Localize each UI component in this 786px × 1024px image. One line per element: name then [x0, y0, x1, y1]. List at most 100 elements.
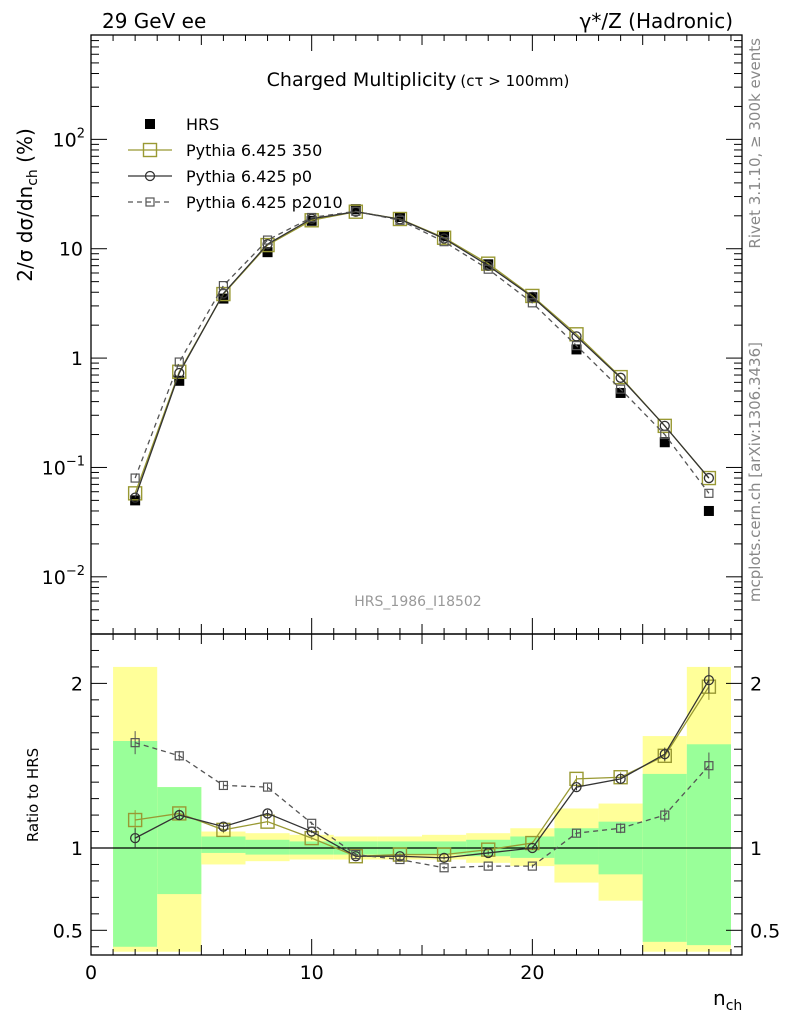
main-point-1-13 — [701, 470, 717, 486]
main-series-line-3 — [134, 210, 710, 494]
mcplots-label: mcplots.cern.ch [arXiv:1306.3436] — [746, 342, 764, 602]
ratio-ytick-label-left-2: 2 — [71, 673, 83, 695]
main-point-1-11 — [613, 369, 628, 385]
xtick-label-20: 20 — [520, 962, 544, 984]
main-series-2 — [129, 206, 715, 503]
main-ytick-label-0: 10−2 — [42, 564, 85, 589]
xtick-label-10: 10 — [300, 962, 324, 984]
ratio-bands — [113, 666, 731, 952]
xlabel: nch — [713, 986, 742, 1014]
main-series-3 — [130, 206, 714, 498]
main-point-3-0 — [130, 473, 140, 483]
ratio-point-0-8 — [481, 842, 496, 857]
ratio-point-2-2 — [218, 780, 229, 791]
main-ytick-label-2: 1 — [71, 348, 83, 370]
main-point-1-2 — [216, 286, 231, 302]
legend-label-0: HRS — [186, 115, 219, 134]
chart-marks — [91, 204, 742, 873]
main-point-2-9 — [527, 291, 538, 303]
ratio-ylabel: Ratio to HRS — [24, 748, 42, 842]
axes-frames: 0 10 20 10−2 10−1 1 10 102 0.5 0.5 1 1 2 2 — [42, 34, 780, 984]
ratio-series-2 — [130, 731, 714, 873]
legend-marker-0 — [145, 119, 155, 129]
main-point-1-7 — [436, 230, 452, 245]
main-point-3-2 — [218, 281, 229, 291]
ratio-point-1-13 — [703, 674, 715, 686]
main-point-0-5 — [350, 204, 361, 215]
main-point-3-1 — [174, 357, 184, 367]
main-point-3-11 — [616, 384, 626, 394]
svg-text:nch: nch — [713, 986, 742, 1014]
ratio-point-1-1 — [174, 809, 185, 821]
rivet-label: Rivet 3.1.10, ≥ 300k events — [746, 38, 764, 249]
main-series-1 — [127, 204, 717, 501]
main-series-0 — [130, 204, 714, 516]
ratio-point-2-13 — [704, 761, 714, 771]
ratio-ytick-label-right-1: 1 — [750, 838, 762, 860]
ratio-point-1-7 — [438, 852, 450, 864]
main-point-1-12 — [657, 418, 672, 434]
ratio-frame — [90, 633, 743, 956]
legend-label-3: Pythia 6.425 p2010 — [186, 193, 343, 212]
band-green-2 — [201, 836, 246, 853]
ratio-point-1-8 — [483, 847, 494, 859]
ratio-point-2-10 — [571, 828, 582, 838]
legend-label-2: Pythia 6.425 p0 — [186, 167, 312, 186]
ratio-series-line-0 — [135, 686, 710, 857]
legend: HRS Pythia 6.425 350 Pythia 6.425 p0 Pythia… — [128, 115, 343, 212]
main-point-3-3 — [262, 235, 273, 245]
ratio-point-2-7 — [439, 863, 449, 873]
main-point-3-4 — [307, 212, 317, 223]
main-ylabel: 2/σ dσ/dnch (%) — [13, 128, 41, 282]
ratio-point-2-5 — [351, 849, 361, 860]
main-point-0-1 — [174, 375, 185, 386]
main-point-3-9 — [527, 298, 537, 308]
ratio-point-2-9 — [527, 861, 537, 871]
main-series-line-1 — [134, 211, 710, 494]
legend-label-1: Pythia 6.425 350 — [186, 141, 322, 160]
main-point-2-11 — [615, 372, 626, 383]
main-point-3-8 — [483, 264, 493, 274]
main-point-3-12 — [660, 429, 670, 440]
main-point-2-10 — [571, 331, 582, 342]
ratio-series-line-2 — [134, 742, 710, 869]
header-left: 29 GeV ee — [102, 9, 206, 33]
legend-marker-2 — [144, 170, 156, 182]
ratio-point-2-3 — [262, 782, 273, 792]
main-point-0-6 — [394, 212, 405, 223]
ratio-point-2-1 — [174, 751, 184, 761]
analysis-watermark: HRS_1986_I18502 — [354, 594, 481, 610]
main-point-1-0 — [127, 486, 143, 501]
main-point-2-13 — [703, 472, 715, 484]
band-green-3 — [245, 839, 290, 855]
main-point-3-6 — [395, 215, 405, 225]
ratio-ytick-label-left-1: 1 — [71, 838, 83, 860]
ratio-ytick-label-left-0: 0.5 — [53, 920, 83, 942]
ratio-point-1-10 — [571, 781, 582, 793]
main-point-0-12 — [659, 437, 670, 448]
main-point-3-7 — [439, 237, 449, 247]
ratio-point-1-11 — [615, 773, 626, 785]
main-series-line-2 — [134, 211, 710, 498]
ratio-point-2-8 — [483, 861, 493, 871]
ratio-point-1-0 — [129, 832, 141, 844]
main-ytick-label-3: 10 — [59, 239, 83, 261]
ratio-point-1-3 — [262, 808, 273, 819]
ratio-point-1-9 — [527, 842, 538, 854]
legend-marker-3 — [145, 197, 155, 207]
main-point-2-2 — [218, 288, 229, 299]
chart-title: Charged Multiplicity (cτ > 100mm) — [267, 69, 570, 91]
main-point-2-0 — [129, 492, 141, 503]
main-point-3-13 — [704, 488, 714, 498]
main-ytick-label-4: 102 — [53, 126, 85, 151]
ratio-point-2-12 — [660, 810, 670, 820]
band-green-12 — [642, 773, 687, 942]
ratio-ytick-label-right-0: 0.5 — [750, 920, 780, 942]
xtick-label-0: 0 — [85, 962, 97, 984]
ratio-point-1-2 — [218, 821, 229, 832]
ratio-ytick-label-right-2: 2 — [750, 673, 762, 695]
legend-marker-1 — [142, 142, 158, 158]
ratio-series-1 — [129, 666, 715, 864]
band-green-1 — [157, 787, 202, 895]
